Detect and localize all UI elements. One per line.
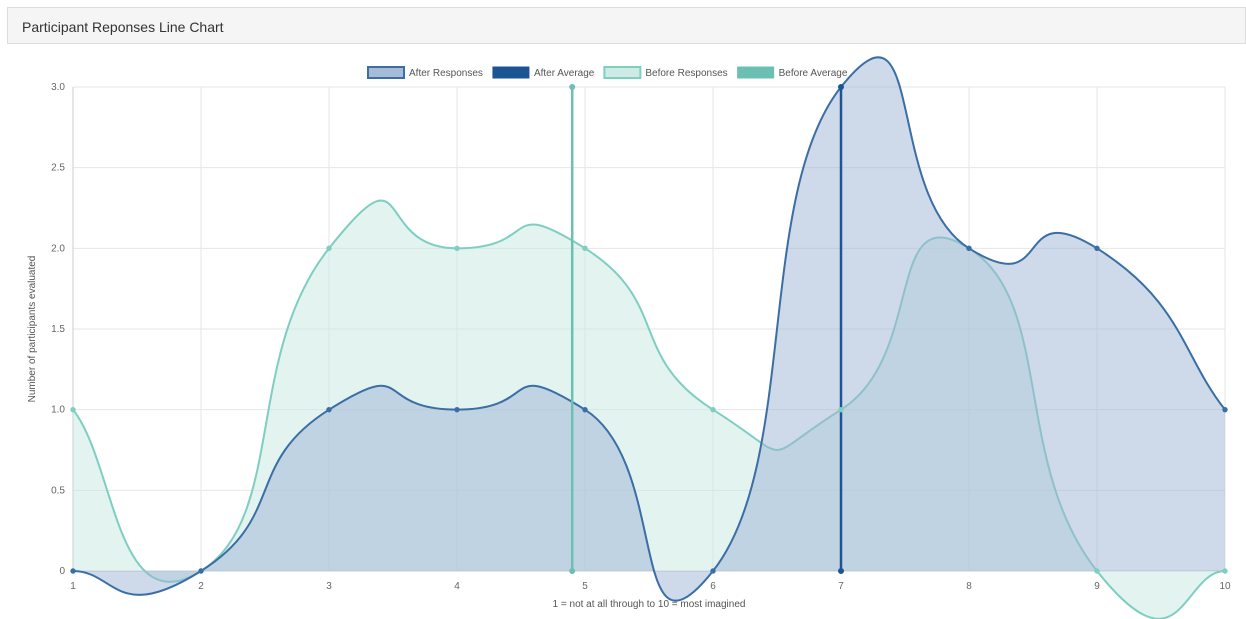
after-responses-point[interactable] [326,406,332,413]
legend-item-before-responses[interactable]: Before Responses [603,66,728,79]
y-axis-ticks: 0 0.5 1.0 1.5 2.0 2.5 3.0 [51,82,65,577]
after-average-point[interactable] [838,568,844,574]
before-average-point[interactable] [569,84,576,90]
legend-swatch [492,66,530,79]
x-tick-label: 5 [582,581,588,592]
after-responses-point[interactable] [454,406,460,413]
before-responses-point[interactable] [1094,568,1100,574]
legend-item-after-responses[interactable]: After Responses [367,66,483,79]
panel-header: Participant Reponses Line Chart [7,7,1246,44]
after-responses-point[interactable] [198,568,204,574]
legend-swatch [367,66,405,79]
after-responses-point[interactable] [70,568,76,574]
after-responses-point[interactable] [966,245,972,252]
x-tick-label: 10 [1219,581,1231,592]
y-tick-label: 3.0 [51,82,65,93]
x-tick-label: 8 [966,581,972,592]
legend-label: After Responses [409,68,483,79]
y-tick-label: 2.5 [51,163,65,174]
legend-item-before-average[interactable]: Before Average [737,66,848,79]
after-responses-point[interactable] [1222,406,1228,413]
before-responses-point[interactable] [710,406,716,413]
legend-label: After Average [534,68,595,79]
before-responses-point[interactable] [70,406,76,413]
before-responses-point[interactable] [1222,568,1228,574]
before-responses-point[interactable] [454,245,460,252]
x-tick-label: 4 [454,581,460,592]
legend-swatch [603,66,642,79]
panel-title: Participant Reponses Line Chart [22,19,224,35]
before-responses-point[interactable] [326,245,332,252]
legend-swatch [737,66,775,79]
legend-label: Before Average [779,68,848,79]
after-responses-point[interactable] [582,406,588,413]
after-responses-point[interactable] [1094,245,1100,252]
x-tick-label: 1 [70,581,76,592]
chart-areas [72,56,1226,619]
after-average-point[interactable] [838,84,844,90]
x-tick-label: 2 [198,581,204,592]
x-axis-ticks: 1 2 3 4 5 6 7 8 9 10 [70,581,1231,592]
y-tick-label: 0.5 [51,485,65,496]
y-tick-label: 1.5 [51,324,65,335]
before-responses-point[interactable] [582,245,588,252]
before-responses-point[interactable] [838,406,844,413]
x-tick-label: 9 [1094,581,1100,592]
x-tick-label: 3 [326,581,332,592]
y-tick-label: 1.0 [51,405,65,416]
y-axis-title: Number of participants evaluated [27,256,38,403]
legend-label: Before Responses [645,68,727,79]
before-average-point[interactable] [569,568,576,574]
after-responses-point[interactable] [710,568,716,574]
chart-legend[interactable]: After Responses After Average Before Respo… [367,66,848,79]
x-tick-label: 6 [710,581,716,592]
after-responses-area [73,57,1225,601]
chart-points [70,84,1228,574]
y-tick-label: 0 [59,566,65,577]
y-tick-label: 2.0 [51,243,65,254]
after-responses-line [72,56,1226,602]
x-tick-label: 7 [838,581,844,592]
legend-item-after-average[interactable]: After Average [492,66,595,79]
chart-average-lines [570,87,843,571]
x-axis-title: 1 = not at all through to 10 = most imag… [553,599,746,610]
